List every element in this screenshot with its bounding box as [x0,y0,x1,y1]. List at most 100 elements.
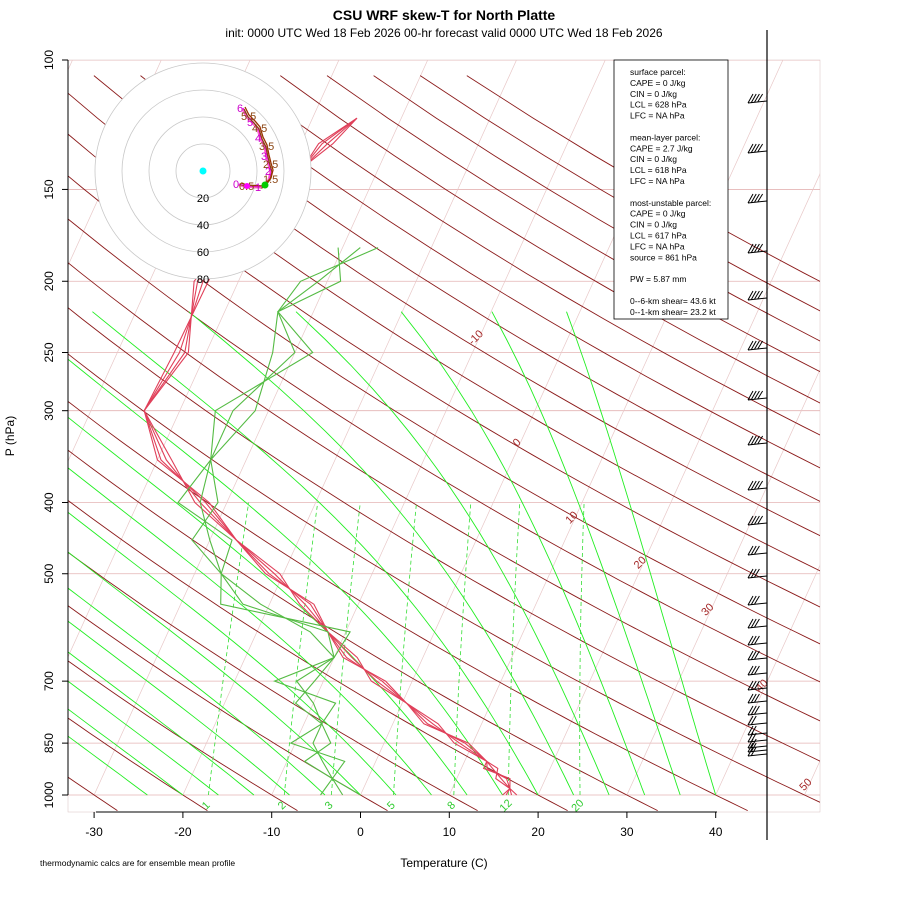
dry-adiabat [68,307,820,762]
dry-adiabat [68,353,820,803]
legend-line: CAPE = 0 J/kg [630,78,686,88]
wind-barb [747,193,768,204]
legend-line: CIN = 0 J/kg [630,220,677,230]
hodograph-point-label: 3 [261,151,267,163]
x-axis-label: Temperature (C) [400,856,487,870]
legend-line: mean-layer parcel: [630,132,700,142]
wind-barb [747,650,768,661]
y-tick-label: 250 [42,342,56,362]
chart-subtitle: init: 0000 UTC Wed 18 Feb 2026 00-hr for… [225,26,662,40]
isotherm-line [715,564,820,796]
wind-barb [747,693,768,704]
hodograph-point-label: 2.5 [263,159,278,171]
wind-barb [747,635,768,646]
mean-wind-marker [199,167,207,175]
wind-barb [747,515,768,526]
wind-barb [747,390,768,401]
surface-wind-marker [244,183,250,189]
dry-adiabat [68,717,208,811]
moist-adiabat [68,467,432,796]
mixing-ratio-line [507,502,521,796]
legend-line: 0--6-km shear= 43.6 kt [630,296,716,306]
chart-title: CSU WRF skew-T for North Platte [333,7,556,23]
x-tick-label: 0 [357,825,364,839]
legend-line: LCL = 617 hPa [630,231,687,241]
dewpoint-profile [177,247,351,796]
wind-barb [747,435,768,446]
isotherm-line [93,60,429,796]
wind-barb [747,93,768,104]
legend-line: 0--1-km shear= 23.2 kt [630,307,716,317]
dry-adiabat [68,605,388,811]
wind-barb [747,665,768,676]
x-tick-label: -30 [85,825,103,839]
dry-adiabat [140,75,820,502]
x-tick-label: -10 [263,825,281,839]
y-tick-label: 100 [42,50,56,70]
dry-adiabat [93,75,820,537]
moist-adiabat [68,511,397,796]
wind-barb [747,738,768,749]
y-tick-label: 850 [42,733,56,753]
legend-line: CIN = 0 J/kg [630,89,677,99]
legend-line: CAPE = 0 J/kg [630,209,686,219]
legend-line: LCL = 618 hPa [630,165,687,175]
legend-line: PW = 5.87 mm [630,274,686,284]
dry-adiabat [233,75,820,436]
moist-adiabat [68,651,255,796]
moist-adiabat [68,708,184,796]
legend-line: most-unstable parcel: [630,198,711,208]
wind-barb [747,290,768,301]
wind-barb [747,340,768,351]
wind-barb [747,480,768,491]
moist-adiabat [68,587,326,796]
legend-line: surface parcel: [630,67,686,77]
x-tick-label: 30 [620,825,634,839]
wind-barb [747,243,768,254]
legend-line: LFC = NA hPa [630,111,685,121]
dry-adiabat [68,262,820,722]
dry-adiabat [68,92,820,572]
dewpoint-profile [191,247,379,796]
wind-barb [747,680,768,691]
y-axis-label: P (hPa) [3,416,17,456]
mixing-ratio-line [330,502,361,796]
legend-line: CAPE = 2.7 J/kg [630,143,693,153]
pressure-axis: 100 150 200 250 300 400 500 700 850 1000 [42,50,69,808]
wind-barb [747,725,768,736]
dry-adiabat [68,551,478,811]
wind-barbs [747,30,768,840]
hodograph-point-label: 5 [247,117,253,129]
y-tick-label: 150 [42,179,56,199]
mixing-ratio-line [579,502,585,795]
wind-barb [747,618,768,629]
wind-barb [747,746,768,757]
moist-adiabat [68,551,361,796]
hodograph-ring [94,62,312,280]
x-tick-label: -20 [174,825,192,839]
isotherm-line [626,368,820,796]
hodograph-ring-label: 40 [197,220,209,232]
legend-line: LFC = NA hPa [630,241,685,251]
wind-barb [747,595,768,606]
hodograph: 2040608000.511.522.533.544.555.56 [94,62,312,286]
storm-motion-marker [261,181,269,189]
legend-line: CIN = 0 J/kg [630,154,677,164]
wind-barb [747,742,768,753]
dry-adiabat [68,660,298,811]
mixing-ratio-line [393,502,417,796]
dry-adiabat [186,75,820,469]
dewpoint-profile [199,247,361,796]
dry-adiabat [68,133,820,608]
y-tick-label: 300 [42,400,56,420]
wind-barb [747,143,768,154]
wind-barb [747,568,768,579]
moist-adiabat [400,311,646,796]
y-tick-label: 200 [42,271,56,291]
hodograph-point-label: 3.5 [259,141,274,153]
y-tick-label: 700 [42,671,56,691]
hodograph-ring [175,143,231,199]
y-tick-label: 500 [42,563,56,583]
